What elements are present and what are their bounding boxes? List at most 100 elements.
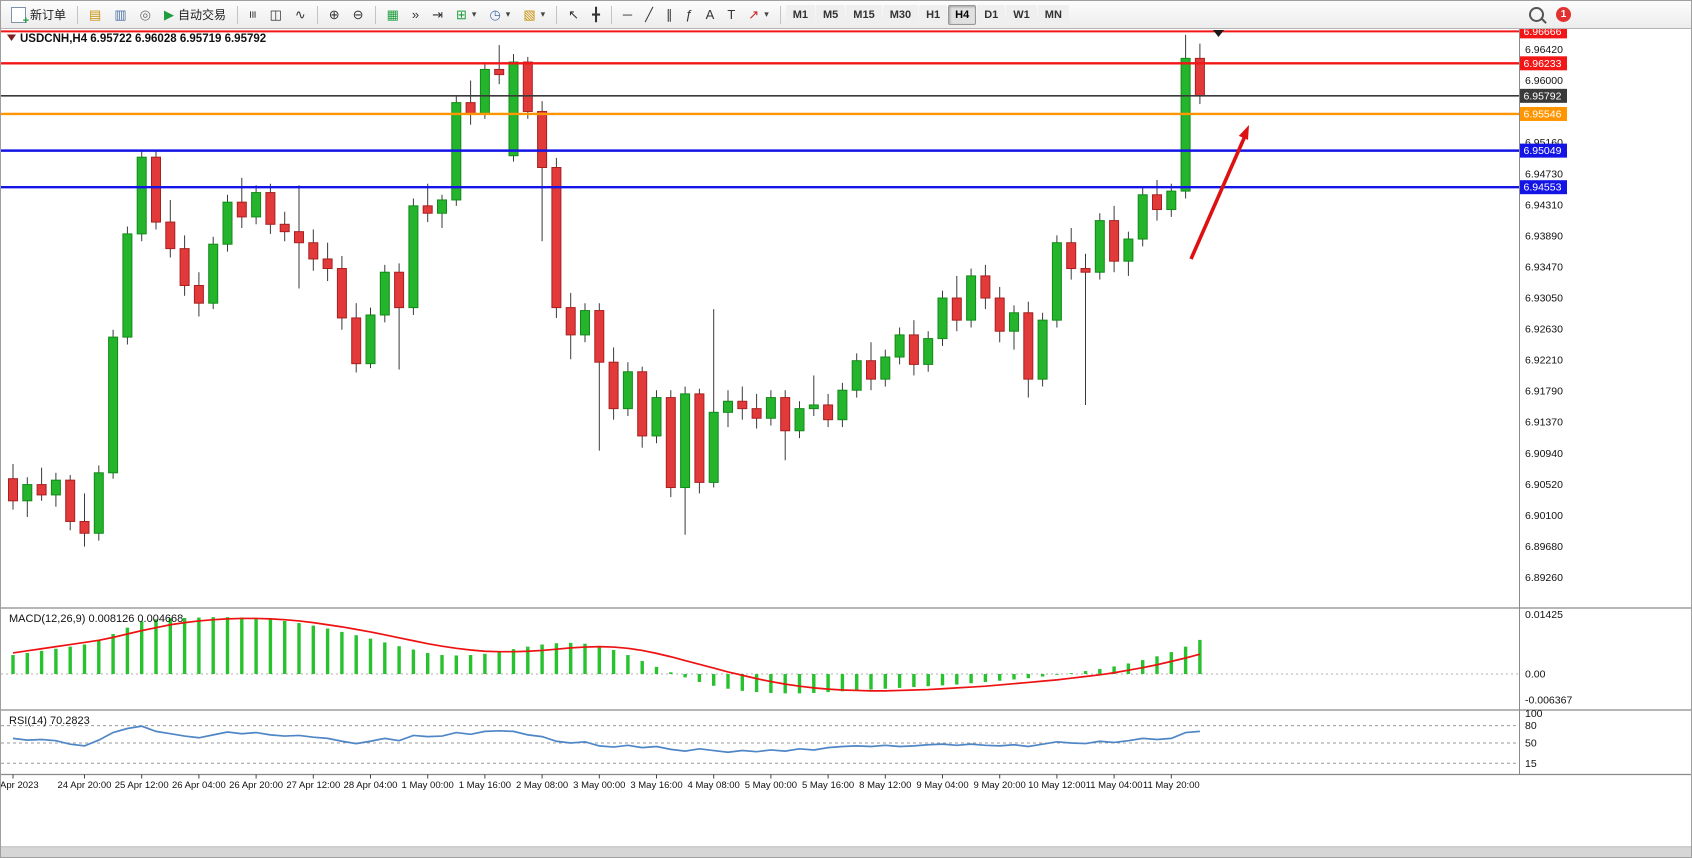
navigator-button[interactable]: ▤ (83, 4, 107, 26)
macd-histogram-bar (683, 674, 687, 678)
tile-windows-button[interactable]: ▦ (381, 4, 405, 26)
periods-icon: ◷ (489, 7, 501, 22)
label-tool-button[interactable]: T (721, 4, 741, 26)
macd-histogram-bar (569, 642, 573, 674)
macd-histogram-bar (39, 650, 44, 674)
macd-histogram-bar (340, 631, 344, 674)
macd-histogram-bar (1112, 666, 1116, 674)
fibonacci-button[interactable]: ƒ (679, 4, 698, 26)
macd-histogram-bar (111, 634, 115, 674)
strategy-tester-button[interactable]: ◎ (134, 4, 157, 26)
price-axis-label: 6.89680 (1525, 541, 1563, 553)
zoom-out-icon: ⊖ (352, 7, 364, 22)
timeframe-m1[interactable]: M1 (785, 4, 816, 25)
price-badge-label: 6.96233 (1524, 58, 1562, 70)
autotrading-label: 自动交易 (177, 8, 226, 22)
zoom-out-button[interactable]: ⊖ (347, 4, 370, 26)
channel-button[interactable]: ∥ (660, 4, 679, 26)
horizontal-line-button[interactable]: ─ (617, 4, 638, 26)
price-axis-label: 6.96420 (1525, 44, 1563, 56)
periods-button[interactable]: ◷ ▾ (483, 4, 516, 26)
macd-panel[interactable] (1, 609, 1519, 709)
time-axis-label: 25 Apr 12:00 (115, 780, 169, 791)
macd-histogram-bar (826, 674, 830, 693)
trendline-button[interactable]: ╱ (639, 4, 659, 26)
timeframe-m5[interactable]: M5 (816, 4, 846, 25)
macd-histogram-bar (1026, 674, 1030, 679)
timeframe-w1[interactable]: W1 (1006, 4, 1037, 25)
macd-histogram-bar (526, 646, 530, 674)
macd-histogram-bar (268, 619, 273, 674)
text-tool-button[interactable]: A (700, 4, 721, 26)
candlestick (1037, 319, 1048, 380)
macd-histogram-bar (626, 655, 630, 674)
candlestick (894, 334, 905, 358)
price-axis-label: 6.89260 (1525, 572, 1563, 584)
auto-scroll-button[interactable]: » (406, 4, 425, 26)
price-axis-label: 6.94310 (1525, 200, 1563, 212)
timeframe-h4[interactable]: H4 (948, 4, 977, 25)
notification-badge[interactable]: 1 (1556, 7, 1571, 22)
macd-histogram-bar (855, 674, 859, 691)
zoom-in-button[interactable]: ⊕ (323, 4, 346, 26)
candlestick (422, 205, 433, 214)
candlestick-chart-icon: ◫ (269, 7, 282, 22)
macd-histogram-bar (182, 618, 187, 674)
terminal-button[interactable]: ▥ (108, 4, 132, 26)
candlestick (694, 393, 705, 483)
timeframe-d1[interactable]: D1 (977, 4, 1006, 25)
macd-signal-line (12, 617, 1201, 692)
macd-histogram-bar (883, 674, 887, 689)
candlestick (794, 408, 805, 432)
macd-histogram-bar (998, 674, 1002, 681)
candlestick (522, 61, 533, 112)
price-badge-label: 6.95546 (1524, 108, 1562, 120)
horizontal-line-icon: ─ (622, 7, 633, 22)
price-badge (1520, 88, 1567, 103)
macd-histogram-bar (383, 642, 387, 674)
channel-icon: ∥ (665, 7, 673, 22)
timeframe-mn[interactable]: MN (1037, 4, 1069, 25)
macd-histogram-bar (797, 674, 802, 694)
macd-histogram-bar (497, 651, 501, 674)
macd-histogram-bar (926, 674, 930, 687)
candlestick-chart-button[interactable]: ◫ (264, 4, 288, 26)
autotrading-button[interactable]: ▶ 自动交易 (158, 4, 232, 26)
templates-button[interactable]: ▧ ▾ (517, 4, 551, 26)
macd-histogram-bar (669, 672, 673, 674)
candlestick (93, 472, 104, 534)
time-axis-label: 11 May 04:00 (1086, 780, 1143, 791)
search-icon[interactable] (1529, 7, 1544, 22)
candlestick (22, 484, 33, 502)
candlestick (265, 192, 276, 225)
candlestick (494, 68, 505, 76)
candlestick (680, 393, 691, 489)
timeframe-h1[interactable]: H1 (919, 4, 948, 25)
chart-shift-button[interactable]: ⇥ (426, 4, 449, 26)
macd-histogram-bar (454, 655, 458, 674)
cursor-icon: ↖ (568, 7, 580, 22)
timeframe-m30[interactable]: M30 (882, 4, 919, 25)
bar-chart-button[interactable]: ≡ (243, 4, 263, 26)
candlestick (923, 338, 934, 365)
candlestick (136, 156, 147, 235)
trend-arrow-annotation[interactable] (1189, 135, 1247, 260)
one-click-trading-toggle-icon[interactable] (7, 34, 16, 42)
price-axis-label: 6.96000 (1525, 75, 1563, 87)
timeframe-m15[interactable]: M15 (846, 4, 882, 25)
macd-histogram-bar (411, 649, 416, 674)
indicators-button[interactable]: ⊞ ▾ (450, 4, 482, 26)
main-chart-panel[interactable] (1, 29, 1519, 607)
crosshair-button[interactable]: ╋ (586, 4, 606, 26)
macd-histogram-bar (897, 674, 902, 688)
time-axis-label: 9 May 04:00 (916, 780, 968, 791)
macd-histogram-bar (597, 646, 601, 674)
candlestick (322, 258, 333, 270)
line-chart-button[interactable]: ∿ (289, 4, 312, 26)
price-axis-label: 6.90940 (1525, 448, 1563, 460)
candlestick (36, 484, 47, 496)
cursor-button[interactable]: ↖ (562, 4, 585, 26)
shapes-button[interactable]: ↗ ▾ (742, 4, 774, 26)
new-order-button[interactable]: 新订单 (5, 4, 72, 27)
